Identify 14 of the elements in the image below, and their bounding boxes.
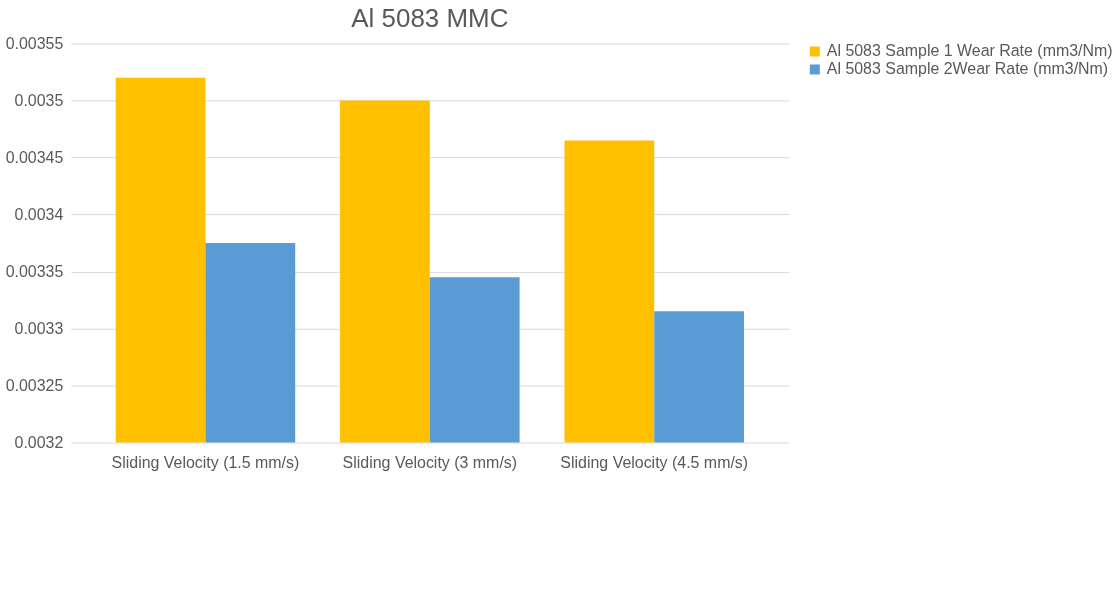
y-tick-label: 0.00335 bbox=[5, 262, 64, 280]
y-tick-label: 0.0034 bbox=[14, 205, 64, 223]
y-tick-label: 0.0032 bbox=[14, 433, 64, 451]
x-tick-label: Sliding Velocity (4.5 mm/s) bbox=[560, 453, 749, 471]
x-tick-label: Sliding Velocity (1.5 mm/s) bbox=[111, 453, 300, 471]
chart-title: Al 5083 MMC bbox=[351, 3, 509, 32]
y-tick-label: 0.00345 bbox=[5, 148, 64, 166]
legend-label: Al 5083 Sample 1 Wear Rate (mm3/Nm) bbox=[826, 42, 1113, 60]
legend-label: Al 5083 Sample 2Wear Rate (mm3/Nm) bbox=[826, 60, 1109, 78]
y-tick-label: 0.00355 bbox=[5, 35, 64, 53]
x-tick-label: Sliding Velocity (3 mm/s) bbox=[342, 453, 518, 471]
y-tick-label: 0.0033 bbox=[14, 319, 64, 337]
y-tick-label: 0.00325 bbox=[5, 376, 64, 394]
y-tick-label: 0.0035 bbox=[14, 92, 64, 109]
